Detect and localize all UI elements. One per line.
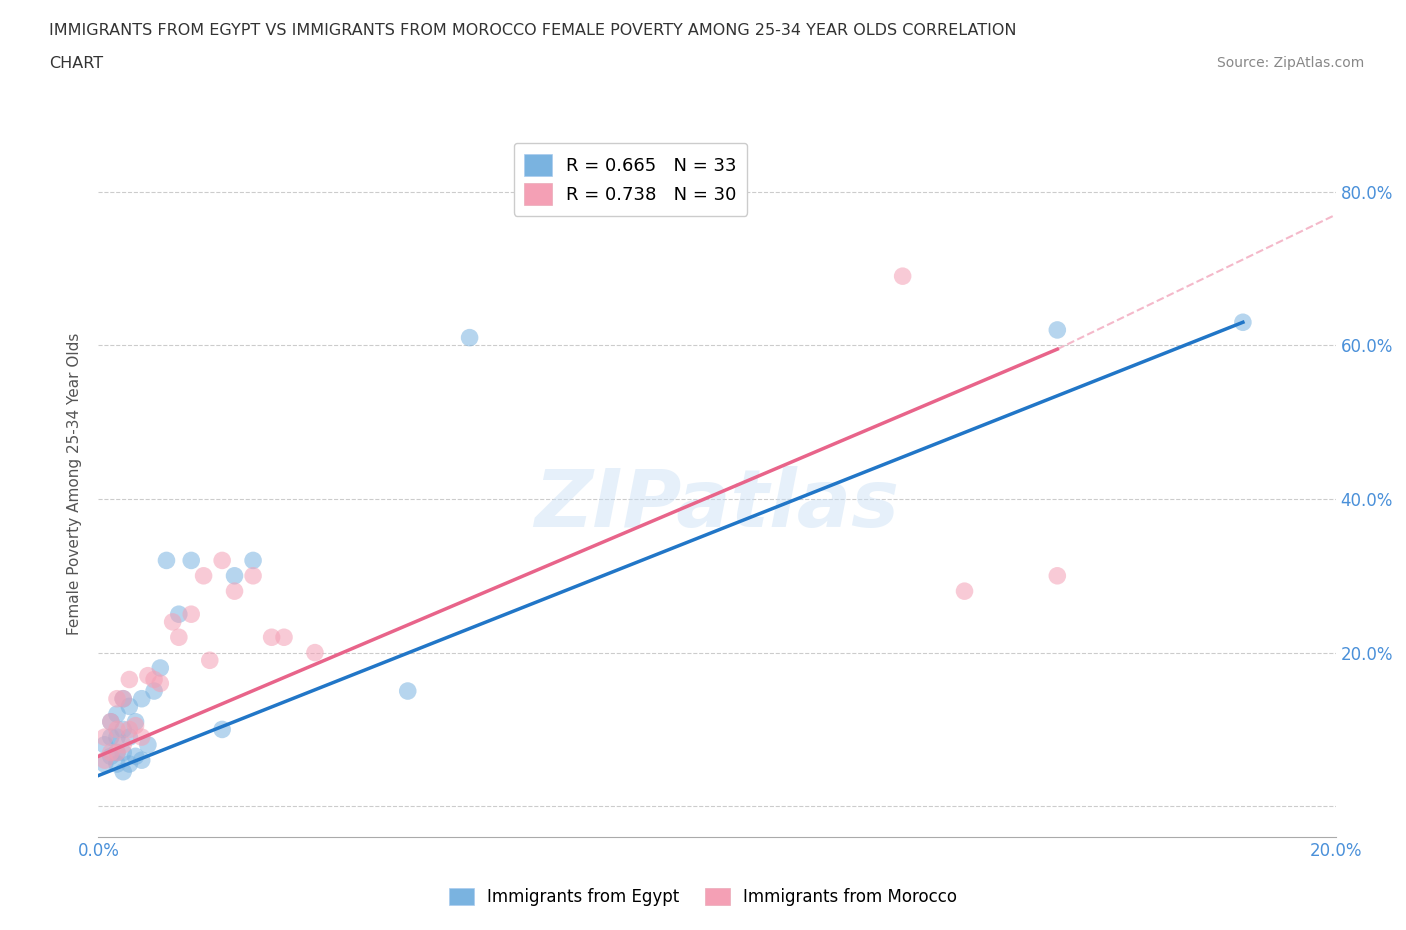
Point (105, 745, 128, 760)
Point (162, 615, 184, 630)
Point (112, 691, 135, 706)
Point (180, 606, 202, 621)
Point (136, 737, 159, 752)
Point (93, 757, 115, 772)
Point (105, 730, 128, 745)
Point (211, 722, 233, 737)
Point (273, 630, 295, 644)
Point (131, 691, 153, 706)
Point (167, 630, 190, 644)
Point (112, 691, 135, 706)
Point (891, 269, 914, 284)
Point (136, 669, 159, 684)
Point (118, 730, 141, 745)
Legend: Immigrants from Egypt, Immigrants from Morocco: Immigrants from Egypt, Immigrants from M… (443, 881, 963, 912)
Point (224, 584, 246, 599)
Text: Source: ZipAtlas.com: Source: ZipAtlas.com (1216, 56, 1364, 70)
Point (1046, 323, 1069, 338)
Point (118, 722, 141, 737)
Point (112, 764, 135, 779)
Point (131, 730, 153, 745)
Point (155, 553, 177, 568)
Point (118, 757, 141, 772)
Point (105, 722, 128, 737)
Point (224, 568, 246, 583)
Text: CHART: CHART (49, 56, 103, 71)
Point (118, 699, 141, 714)
Point (93, 737, 115, 752)
Point (124, 749, 146, 764)
Point (242, 553, 264, 568)
Point (93, 730, 115, 745)
Point (100, 745, 122, 760)
Point (260, 630, 283, 644)
Point (149, 660, 172, 675)
Point (131, 752, 153, 767)
Point (242, 568, 264, 583)
Point (118, 672, 141, 687)
Point (1232, 315, 1254, 330)
Point (180, 553, 202, 568)
Point (112, 722, 135, 737)
Point (100, 749, 122, 764)
Text: ZIPatlas: ZIPatlas (534, 466, 900, 544)
Point (198, 653, 221, 668)
Point (112, 737, 135, 752)
Point (149, 676, 172, 691)
Point (105, 691, 128, 706)
Text: IMMIGRANTS FROM EGYPT VS IMMIGRANTS FROM MOROCCO FEMALE POVERTY AMONG 25-34 YEAR: IMMIGRANTS FROM EGYPT VS IMMIGRANTS FROM… (49, 23, 1017, 38)
Point (105, 707, 128, 722)
Point (93, 752, 115, 767)
Point (112, 745, 135, 760)
Point (100, 730, 122, 745)
Legend: R = 0.665   N = 33, R = 0.738   N = 30: R = 0.665 N = 33, R = 0.738 N = 30 (513, 143, 748, 216)
Point (1046, 568, 1069, 583)
Point (105, 745, 128, 760)
Point (211, 553, 233, 568)
Point (124, 714, 146, 729)
Point (193, 568, 215, 583)
Point (100, 714, 122, 729)
Point (458, 330, 481, 345)
Point (143, 684, 166, 698)
Point (396, 684, 419, 698)
Point (953, 584, 976, 599)
Point (105, 757, 128, 772)
Point (167, 606, 190, 621)
Point (100, 714, 122, 729)
Point (124, 718, 146, 733)
Y-axis label: Female Poverty Among 25-34 Year Olds: Female Poverty Among 25-34 Year Olds (67, 332, 83, 635)
Point (143, 672, 166, 687)
Point (304, 645, 326, 660)
